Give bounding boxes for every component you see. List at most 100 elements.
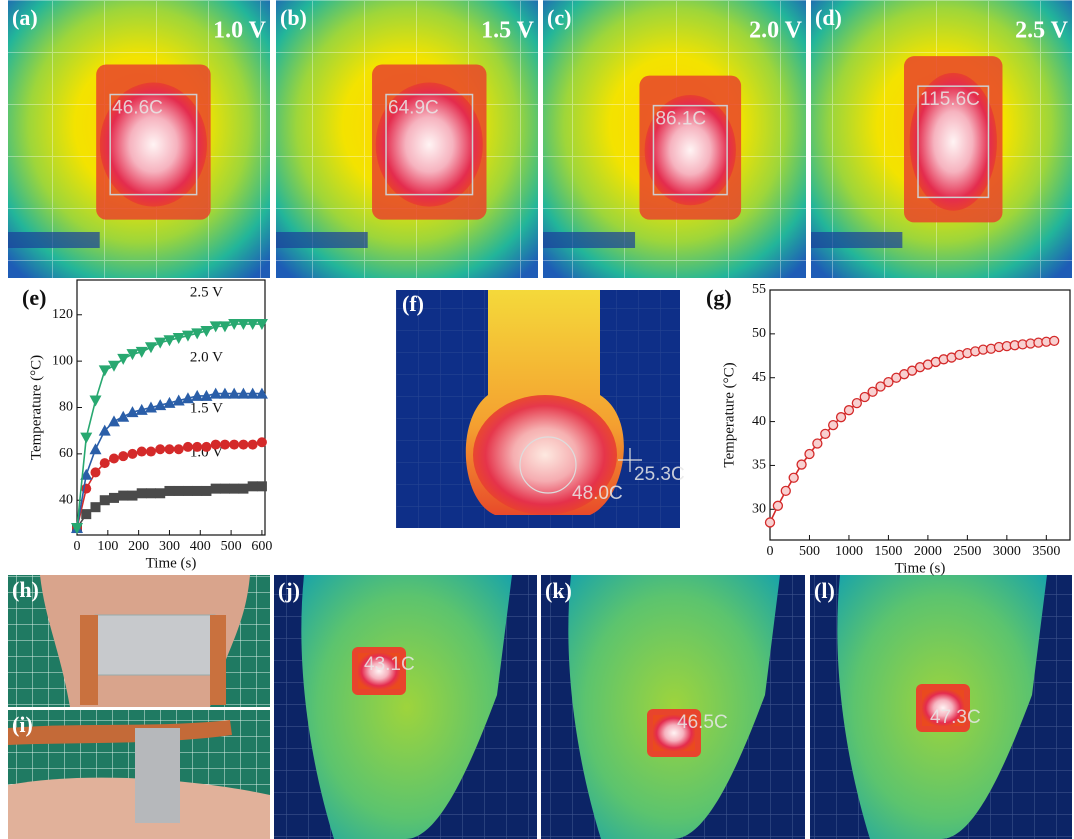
marker (1050, 336, 1059, 345)
x-tick-label: 3500 (1032, 544, 1060, 559)
marker (238, 484, 248, 494)
x-tick-label: 600 (251, 539, 272, 554)
thermal-image: (a)1.0 V46.6C (8, 0, 270, 278)
thermal-image: (d) 2.5 V 115.6C (811, 0, 1072, 278)
panel-label: (c) (547, 5, 571, 30)
y-tick-label: 45 (752, 370, 766, 385)
marker (100, 495, 110, 505)
marker (127, 449, 137, 459)
marker (257, 437, 267, 447)
marker (220, 440, 230, 450)
marker (109, 493, 119, 503)
y-tick-label: 30 (752, 502, 766, 517)
marker (90, 502, 100, 512)
x-tick-label: 0 (767, 544, 774, 559)
voltage-label: 2.5 V (1015, 18, 1069, 44)
x-tick-label: 100 (97, 539, 118, 554)
marker (118, 451, 128, 461)
series-label: 2.0 V (190, 349, 223, 365)
marker (766, 518, 775, 527)
marker (860, 393, 869, 402)
dark-stripe (543, 232, 635, 248)
thermal-image: (l) 47.3C (810, 575, 1072, 839)
temperature-label: 64.9C (388, 98, 439, 119)
marker (789, 473, 798, 482)
panel-label: (b) (280, 5, 307, 30)
x-axis-label: Time (s) (146, 555, 197, 571)
marker (229, 440, 239, 450)
thermal-image: (b) 1.5 V 64.9C (276, 0, 538, 278)
panel-label: (e) (22, 285, 46, 310)
marker (211, 440, 221, 450)
marker (220, 484, 230, 494)
marker (201, 442, 211, 452)
photo-h: (h) (8, 575, 270, 707)
marker (192, 486, 202, 496)
panel-label: (g) (706, 285, 732, 310)
plot-frame (770, 290, 1070, 540)
marker (174, 444, 184, 454)
marker (821, 429, 830, 438)
x-tick-label: 200 (128, 539, 149, 554)
marker (229, 484, 239, 494)
voltage-label: 1.0 V (213, 18, 267, 44)
y-tick-label: 50 (752, 326, 766, 341)
y-tick-label: 55 (752, 282, 766, 297)
marker (164, 444, 174, 454)
marker (90, 467, 100, 477)
dark-stripe (811, 232, 902, 248)
x-tick-label: 300 (159, 539, 180, 554)
marker (192, 442, 202, 452)
marker (248, 481, 258, 491)
marker (201, 486, 211, 496)
x-tick-label: 400 (190, 539, 211, 554)
thermal-image: (k)46.5C (541, 575, 805, 839)
marker (797, 460, 806, 469)
x-tick-label: 0 (74, 539, 81, 554)
panel-label: (k) (545, 578, 572, 603)
y-tick-label: 40 (59, 492, 73, 507)
temperature-label: 86.1C (655, 109, 706, 130)
series-label: 2.5 V (190, 284, 223, 300)
marker (257, 481, 267, 491)
heater (135, 728, 180, 823)
dark-stripe (276, 232, 368, 248)
panel-label: (d) (815, 5, 842, 30)
panel-label: (a) (12, 5, 38, 30)
marker (781, 486, 790, 495)
x-axis-label: Time (s) (895, 560, 946, 576)
temperature-label: 48.0C (572, 483, 623, 504)
x-tick-label: 1500 (874, 544, 902, 559)
marker (118, 491, 128, 501)
y-tick-label: 100 (52, 353, 73, 368)
marker (238, 440, 248, 450)
marker (773, 501, 782, 510)
x-tick-label: 3000 (993, 544, 1021, 559)
temperature-label: 115.6C (920, 89, 980, 110)
y-tick-label: 35 (752, 458, 766, 473)
thermal-image: (j)43.1C (274, 575, 537, 839)
marker (813, 439, 822, 448)
marker (844, 406, 853, 415)
x-tick-label: 2500 (953, 544, 981, 559)
voltage-label: 1.5 V (481, 18, 535, 44)
marker (109, 454, 119, 464)
reference-label: 25.3C (634, 464, 685, 485)
temperature-label: 47.3C (930, 707, 981, 728)
marker (164, 486, 174, 496)
copper-tape (210, 615, 226, 705)
panel-label: (j) (278, 578, 300, 603)
y-tick-label: 60 (59, 446, 73, 461)
marker (852, 399, 861, 408)
y-axis-label: Temperature (°C) (28, 355, 44, 460)
marker (868, 387, 877, 396)
x-tick-label: 500 (799, 544, 820, 559)
marker (146, 447, 156, 457)
panel-label: (l) (814, 578, 835, 603)
y-tick-label: 40 (752, 414, 766, 429)
figure: (f) 48.0C 25.3C (h) (i) (a)1.0 V46.6C(b)… (0, 0, 1074, 839)
marker (174, 486, 184, 496)
panel-label: (f) (402, 291, 424, 316)
